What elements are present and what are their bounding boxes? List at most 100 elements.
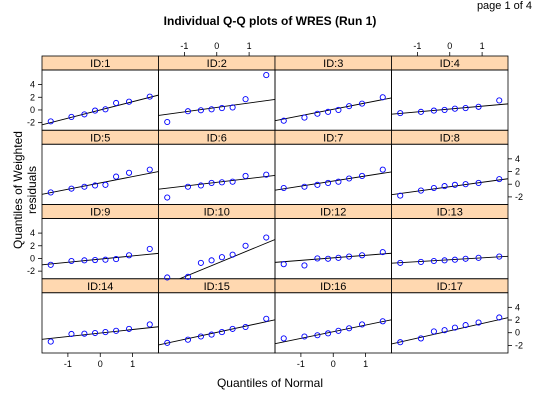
reference-line (158, 319, 275, 346)
data-point (164, 194, 171, 201)
data-point (146, 166, 153, 173)
data-point (242, 172, 249, 180)
x-axis-label: Quantiles of Normal (216, 376, 324, 390)
data-point (346, 253, 353, 260)
data-point (229, 251, 236, 258)
reference-line (391, 317, 508, 345)
data-point (314, 181, 321, 188)
y-tick-label: 0 (515, 328, 520, 338)
panel-strip-label: ID:6 (207, 132, 227, 144)
data-point (218, 254, 225, 261)
data-point (325, 330, 332, 337)
reference-line (275, 97, 392, 122)
reference-line (42, 171, 159, 195)
reference-line (275, 252, 392, 263)
data-point (102, 106, 109, 113)
data-point (113, 99, 120, 107)
x-tick-label: 0 (98, 359, 103, 369)
x-tick-label: 1 (363, 359, 368, 369)
panel-strip-label: ID:15 (204, 281, 230, 293)
data-point (146, 321, 153, 328)
data-point (229, 104, 236, 111)
y-tick-label: 4 (30, 80, 35, 90)
y-tick-label: 4 (30, 228, 35, 238)
data-point (68, 257, 75, 265)
data-point (379, 249, 386, 256)
data-point (397, 110, 404, 117)
data-point (462, 105, 469, 112)
data-point (184, 108, 191, 115)
data-point (346, 103, 353, 110)
data-point (242, 96, 249, 103)
data-point (346, 175, 353, 182)
data-point (430, 257, 437, 265)
data-point (475, 319, 482, 326)
page-number: page 1 of 4 (476, 0, 532, 12)
panel-strip-label: ID:12 (320, 207, 346, 219)
data-point (113, 256, 120, 263)
data-point (301, 114, 308, 121)
data-point (208, 179, 215, 186)
x-tick-label: 1 (247, 41, 252, 51)
data-point (496, 314, 503, 321)
data-point (335, 254, 342, 261)
data-point (451, 105, 458, 112)
panel-frame (274, 69, 392, 131)
data-point (379, 94, 386, 101)
panel-frame (41, 143, 159, 205)
x-tick-label: 0 (331, 359, 336, 369)
data-point (325, 179, 332, 186)
data-point (208, 106, 215, 113)
data-point (417, 187, 424, 194)
data-point (92, 256, 99, 264)
x-tick-label: -1 (297, 359, 305, 369)
data-point (102, 256, 109, 263)
data-point (184, 273, 191, 280)
data-point (301, 262, 308, 269)
panel-strip-label: ID:5 (90, 132, 110, 144)
data-point (92, 107, 99, 114)
x-tick-label: 1 (480, 41, 485, 51)
data-point (81, 111, 88, 118)
data-point (102, 329, 109, 336)
reference-line (42, 326, 159, 340)
data-point (47, 338, 54, 345)
y-tick-label: -2 (27, 118, 35, 128)
y-tick-label: -2 (515, 192, 523, 202)
data-point (263, 315, 270, 322)
data-point (475, 103, 482, 110)
data-point (397, 339, 404, 346)
data-point (146, 93, 153, 100)
data-point (417, 258, 424, 265)
data-point (113, 173, 120, 180)
data-point (242, 242, 249, 249)
data-point (397, 192, 404, 199)
data-point (126, 325, 133, 332)
data-point (208, 257, 215, 264)
data-point (379, 166, 386, 173)
panel-strip-label: ID:1 (90, 58, 110, 70)
data-point (164, 118, 171, 126)
panel-strip-label: ID:3 (323, 58, 343, 70)
data-point (81, 257, 88, 264)
data-point (359, 172, 366, 180)
data-point (197, 107, 204, 114)
panel-frame (158, 292, 276, 354)
data-point (81, 183, 88, 190)
data-point (208, 331, 215, 338)
data-point (335, 106, 342, 114)
data-point (126, 169, 133, 176)
x-tick-label: 0 (447, 41, 452, 51)
panel-frame (158, 69, 276, 131)
data-point (113, 327, 120, 334)
data-point (430, 184, 437, 192)
panel-frame (41, 292, 159, 354)
data-point (346, 325, 353, 332)
y-tick-label: 4 (515, 154, 520, 164)
data-point (92, 329, 99, 337)
data-point (47, 189, 54, 196)
data-point (184, 183, 191, 190)
data-point (430, 107, 437, 114)
y-tick-label: 0 (515, 179, 520, 189)
